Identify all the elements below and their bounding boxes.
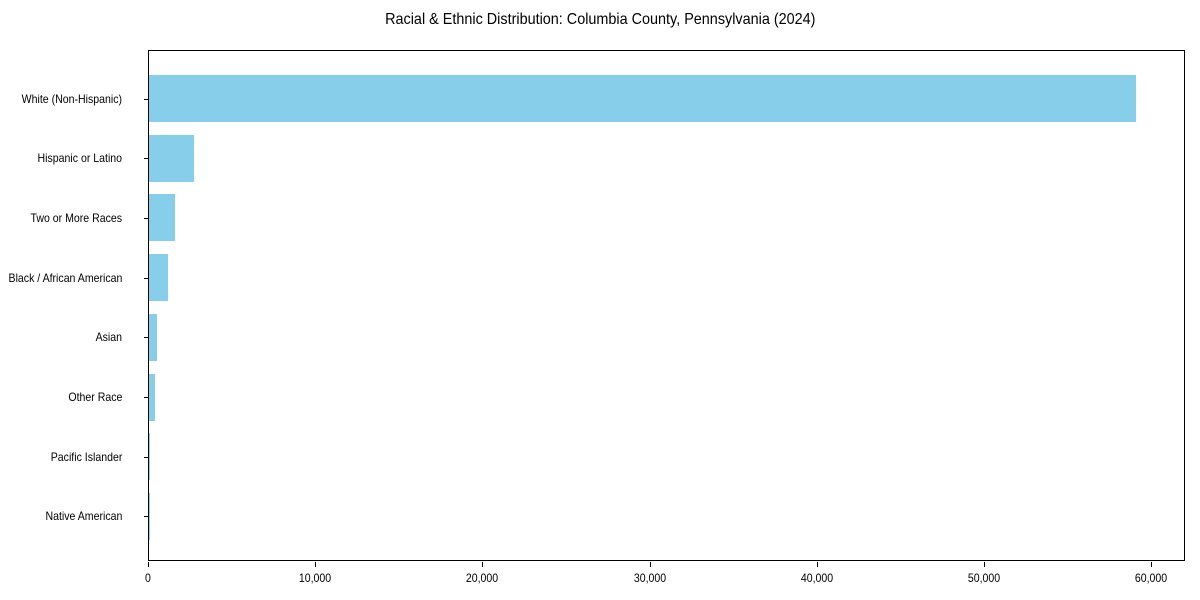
y-tick — [144, 456, 149, 458]
x-tick-label: 10,000 — [299, 571, 332, 585]
bar — [149, 134, 194, 182]
bar — [149, 373, 155, 421]
y-tick — [144, 98, 149, 100]
y-tick-label: Native American — [45, 509, 122, 524]
bar — [149, 313, 157, 361]
x-tick-label: 20,000 — [466, 571, 499, 585]
y-tick-label: Hispanic or Latino — [37, 151, 122, 166]
y-tick-label: Pacific Islander — [50, 449, 122, 464]
bar — [149, 75, 1137, 122]
x-tick — [1151, 562, 1152, 567]
x-tick — [816, 562, 818, 567]
x-tick — [983, 562, 985, 567]
x-tick-label: 60,000 — [1134, 571, 1168, 585]
x-tick-label: 50,000 — [967, 571, 1000, 585]
y-tick — [144, 277, 149, 279]
x-tick — [649, 562, 651, 567]
x-tick-label: 0 — [145, 571, 151, 585]
chart-title: Racial & Ethnic Distribution: Columbia C… — [385, 11, 816, 28]
y-tick-label: Two or More Races — [30, 210, 122, 225]
y-tick — [144, 158, 149, 160]
bar — [149, 254, 168, 302]
y-tick — [144, 397, 149, 398]
y-tick-label: White (Non-Hispanic) — [21, 91, 122, 106]
y-tick — [144, 217, 149, 219]
y-tick-label: Black / African American — [8, 270, 123, 285]
plot-area: White (Non-Hispanic) Hispanic or Latino Tw… — [8, 50, 1185, 585]
y-tick-label: Other Race — [68, 390, 122, 404]
x-tick-label: 30,000 — [633, 571, 666, 585]
y-tick — [144, 516, 149, 518]
x-tick — [148, 562, 149, 567]
x-tick — [315, 562, 317, 567]
x-tick-label: 40,000 — [800, 571, 833, 585]
bar — [149, 433, 150, 481]
y-tick-label: Asian — [95, 330, 122, 345]
y-tick — [144, 337, 149, 339]
x-tick — [482, 562, 484, 567]
bar — [149, 194, 175, 242]
